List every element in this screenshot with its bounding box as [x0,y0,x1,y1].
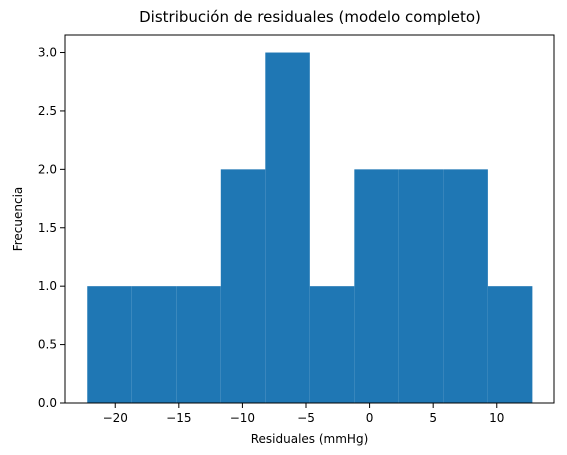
y-tick-label: 1.0 [38,279,57,293]
histogram-bar [176,286,221,403]
y-tick-label: 3.0 [38,46,57,60]
y-tick-label: 1.5 [38,221,57,235]
histogram-bar [265,52,310,404]
x-axis-label: Residuales (mmHg) [251,432,369,446]
x-tick-label: 5 [429,411,437,425]
histogram-bar [131,286,177,403]
histogram-bar [87,286,132,403]
histogram-bar [398,169,444,403]
histogram-bar [443,169,488,403]
y-axis-ticks: 0.0 0.5 1.0 1.5 2.0 2.5 3.0 [38,46,65,410]
bars-group [87,52,533,404]
plot-frame [64,34,555,404]
x-tick-label: −20 [103,411,128,425]
x-tick-label: −15 [166,411,191,425]
x-tick-label: 0 [366,411,374,425]
x-tick-label: 10 [489,411,504,425]
y-tick-label: 2.0 [38,162,57,176]
chart-title: Distribución de residuales (modelo compl… [139,8,481,26]
x-axis-ticks: −20 −15 −10 −5 0 5 10 [103,403,504,425]
histogram-bar [487,286,533,403]
x-tick-label: −5 [297,411,315,425]
y-tick-label: 2.5 [38,104,57,118]
y-axis-label: Frecuencia [11,187,25,252]
y-tick-label: 0.5 [38,338,57,352]
x-tick-label: −10 [230,411,255,425]
histogram-bar [309,286,355,403]
histogram-bar [354,169,399,403]
y-tick-label: 0.0 [38,396,57,410]
histogram-bar [220,169,266,403]
